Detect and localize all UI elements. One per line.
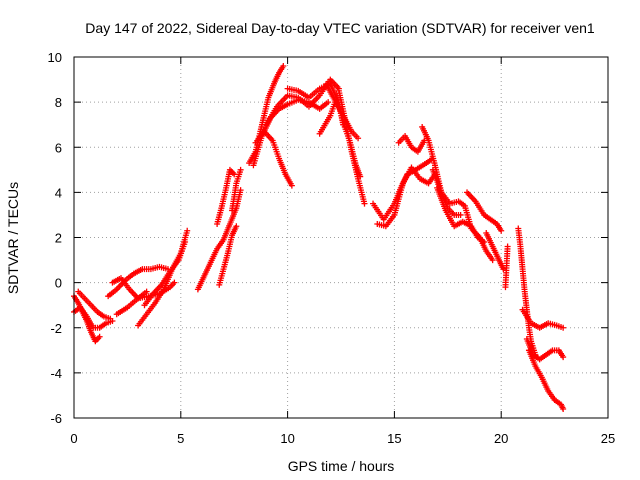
x-tick-label: 5 [177,431,184,446]
y-axis-title: SDTVAR / TECUs [5,182,21,294]
axis-ticks [73,56,609,419]
series-track-11 [214,166,238,227]
x-tick-label: 20 [494,431,508,446]
data-point [107,315,114,322]
y-tick-labels: -6 -4 -2 0 2 4 6 8 10 [48,50,62,426]
series-track-33 [525,347,567,412]
series-track-26 [434,184,488,246]
series-track-23 [395,132,428,155]
data-point [498,227,505,234]
series-track-8 [141,239,189,309]
y-tick-label: 2 [55,231,62,246]
data-point [481,239,488,246]
data-point [182,239,189,246]
data-point [560,405,567,412]
y-tick-label: 10 [48,50,62,65]
y-tick-label: 6 [55,140,62,155]
series-track-2 [71,304,116,331]
series-track-3 [75,288,114,322]
series-track-10 [216,223,240,288]
series-track-31 [519,306,567,331]
x-tick-label: 15 [387,431,401,446]
data-point [504,243,511,250]
y-tick-label: -6 [50,411,62,426]
series-track-32 [523,336,567,363]
chart-title: Day 147 of 2022, Sidereal Day-to-day VTE… [85,20,595,36]
data-point [500,266,507,273]
data-point [143,288,150,295]
series-track-12 [229,166,244,214]
data-point [560,354,567,361]
series-track-9 [194,187,244,293]
data-point [171,279,178,286]
data-point [233,223,240,230]
data-point [237,166,244,173]
x-axis-title: GPS time / hours [288,458,395,474]
data-point [237,187,244,194]
data-point [184,227,191,234]
series-track-29 [502,243,511,291]
y-tick-label: -2 [50,321,62,336]
x-tick-label: 10 [280,431,294,446]
data-point [280,63,287,70]
data-points [71,63,567,412]
y-tick-label: -4 [50,366,62,381]
data-point [489,257,496,264]
data-point [457,211,464,218]
series-track-27 [464,189,505,234]
series-track-6 [109,275,150,302]
x-tick-label: 25 [601,431,615,446]
data-point [361,200,368,207]
data-point [288,182,295,189]
data-point [355,135,362,142]
series-track-20 [323,81,362,142]
data-point [325,99,332,106]
x-tick-label: 0 [70,431,77,446]
x-tick-labels: 0 5 10 15 20 25 [70,431,615,446]
series-track-28 [483,229,507,273]
data-point [96,333,103,340]
y-tick-label: 8 [55,95,62,110]
y-tick-label: 0 [55,276,62,291]
data-point [560,324,567,331]
y-tick-label: 4 [55,185,62,200]
